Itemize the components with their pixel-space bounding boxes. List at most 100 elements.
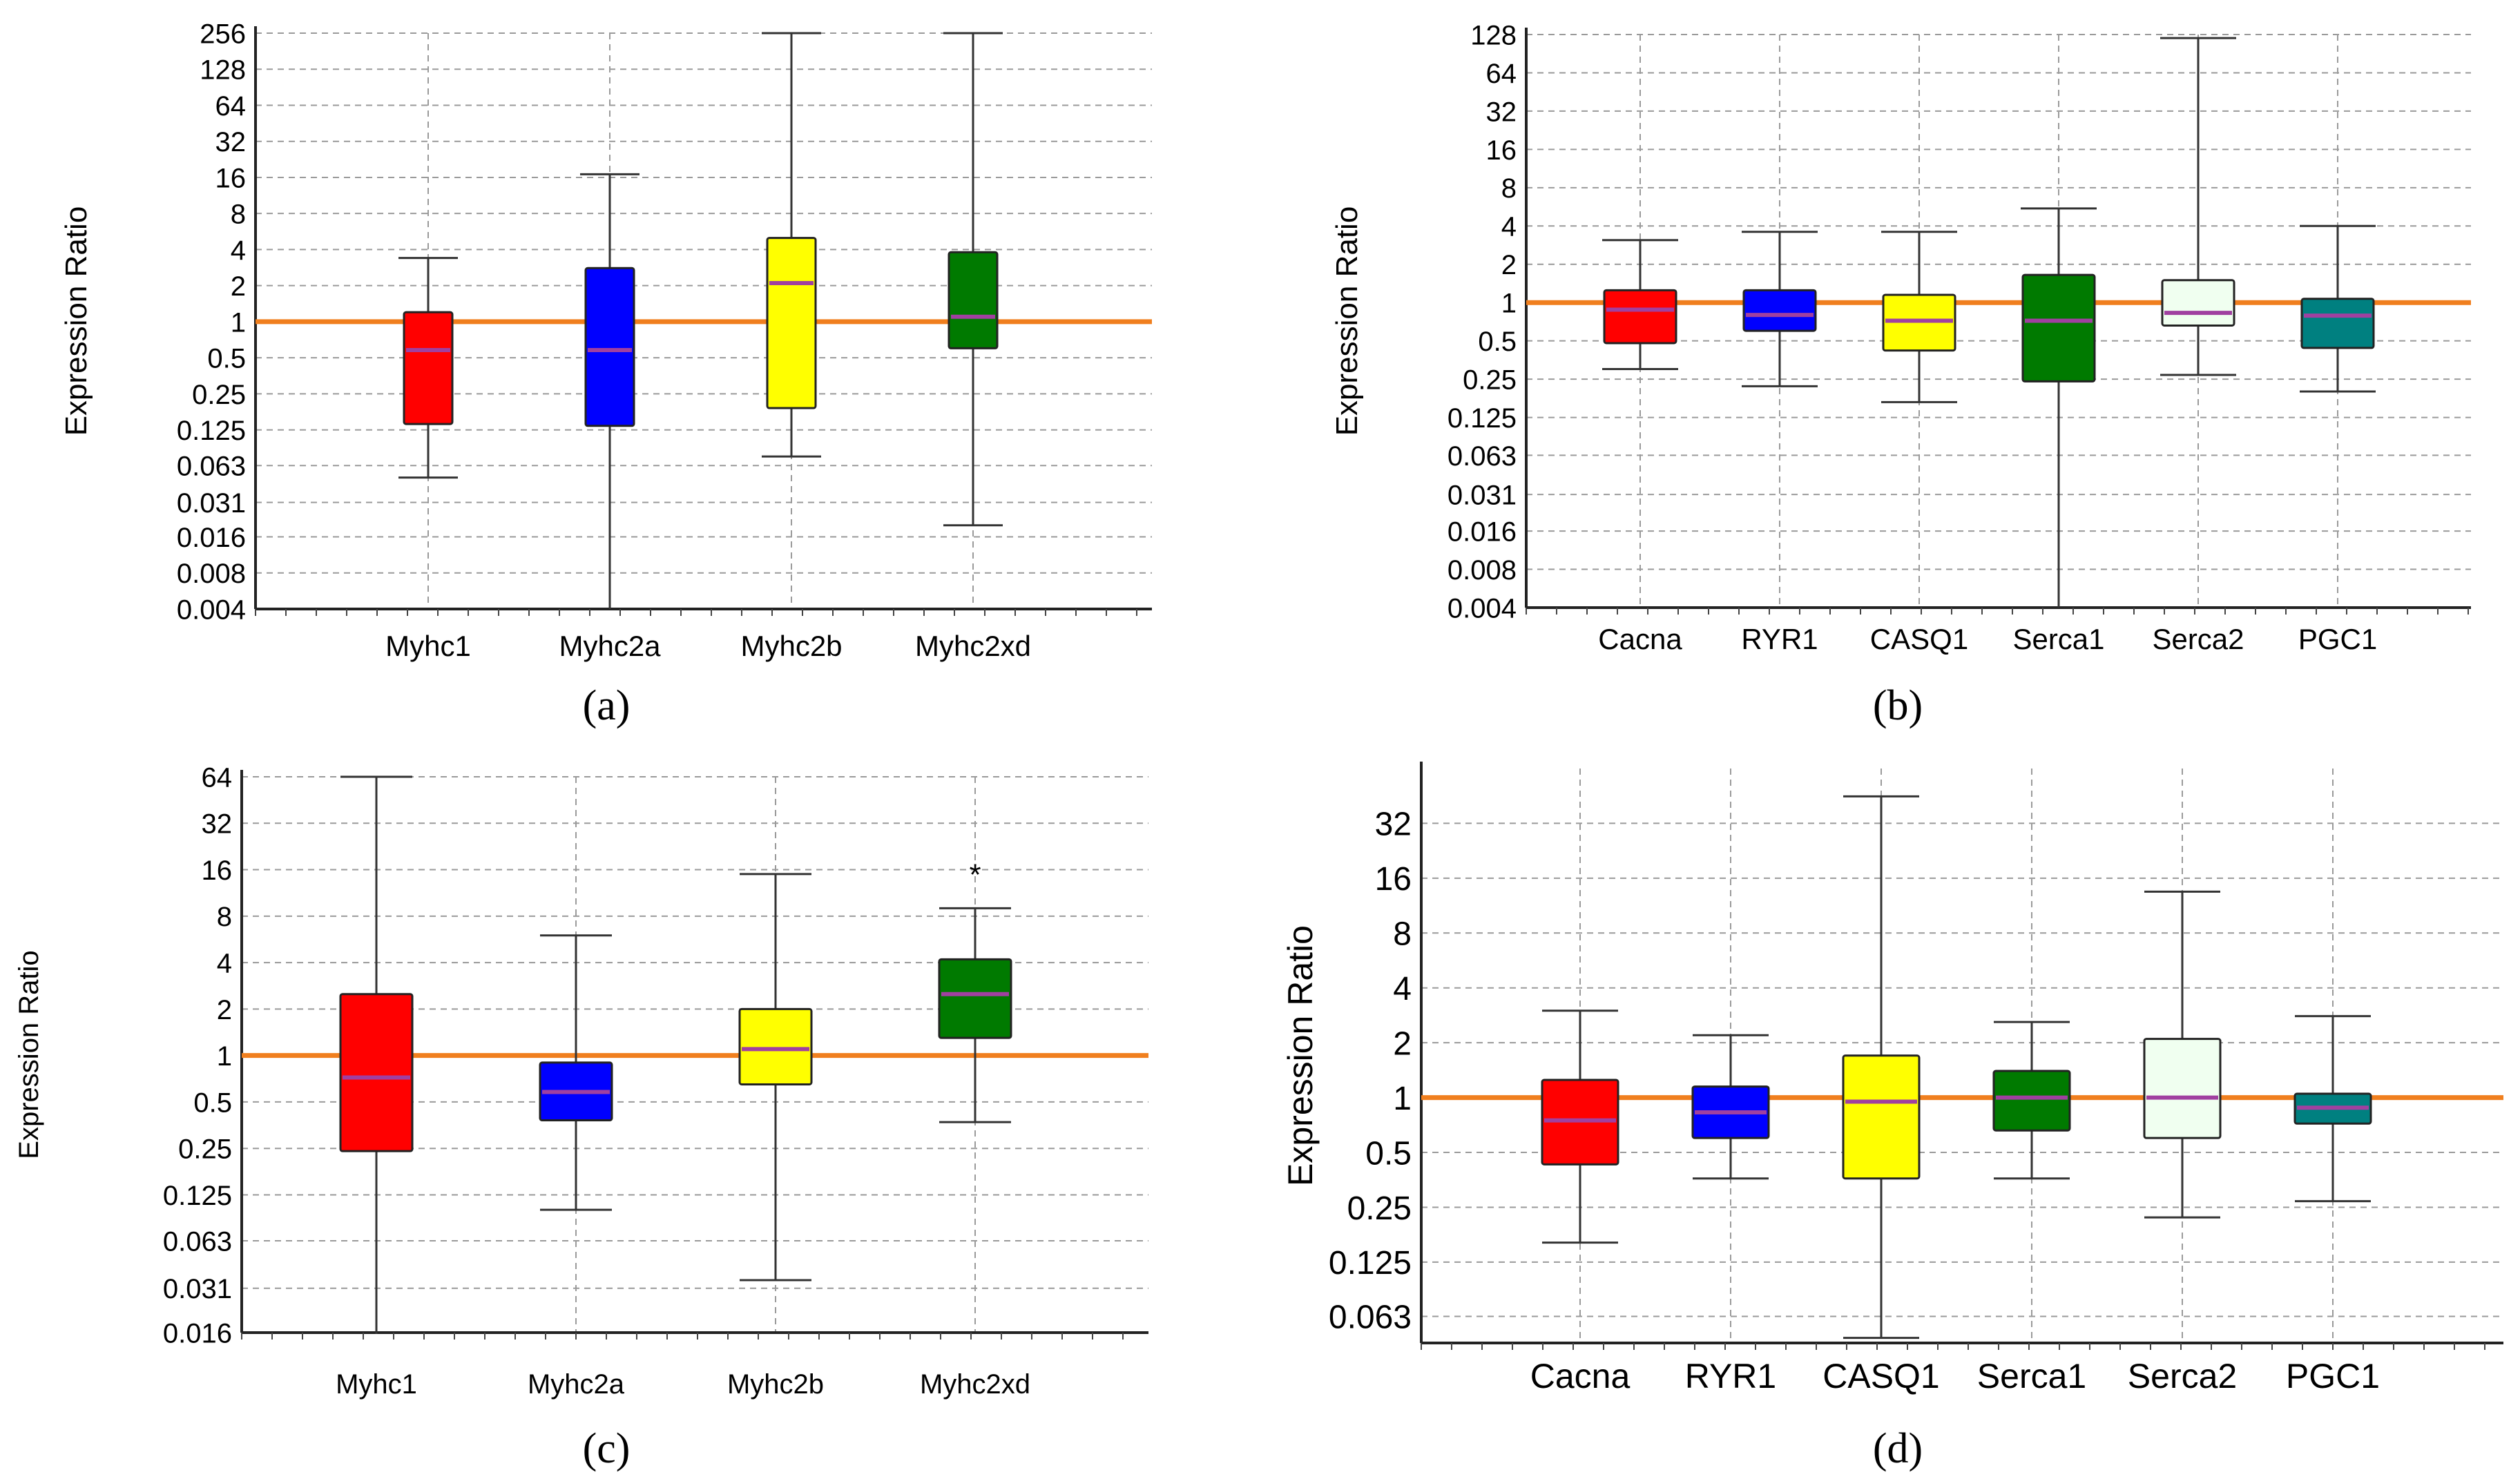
y-tick-label: 0.004 <box>177 594 246 625</box>
y-axis-title: Expression Ratio <box>59 206 93 436</box>
y-tick-label: 0.125 <box>163 1181 232 1211</box>
y-tick-label: 0.125 <box>1329 1245 1412 1282</box>
y-axis-title: Expression Ratio <box>14 950 44 1159</box>
y-tick-label: 4 <box>1501 212 1517 242</box>
y-tick-label: 2 <box>1393 1025 1412 1062</box>
y-tick-label: 0.25 <box>1347 1190 1412 1227</box>
y-tick-label: 16 <box>202 856 233 886</box>
y-tick-label: 1 <box>231 307 246 338</box>
x-tick-label: Myhc2xd <box>920 1369 1030 1400</box>
y-tick-label: 0.5 <box>1478 327 1517 357</box>
y-tick-label: 64 <box>215 91 247 122</box>
caption-a: (a) <box>583 682 631 729</box>
y-tick-label: 2 <box>217 995 232 1025</box>
x-tick-label: Myhc1 <box>336 1369 417 1400</box>
x-tick-label: Serca2 <box>2128 1357 2237 1395</box>
chart-panel-c: 64 32 16 8 4 2 1 0.5 0.25 0.125 0.063 0.031 0.016 Myh… <box>14 762 1148 1400</box>
caption-d: (d) <box>1873 1425 1923 1472</box>
box-Serca2 <box>2161 279 2235 327</box>
y-tick-label: 0.008 <box>177 559 246 589</box>
y-tick-label: 1 <box>217 1041 232 1072</box>
x-tick-label: PGC1 <box>2286 1357 2380 1395</box>
y-tick-label: 32 <box>215 127 247 157</box>
y-tick-label: 4 <box>1393 971 1412 1007</box>
x-tick-label: RYR1 <box>1685 1357 1776 1395</box>
y-tick-label: 4 <box>231 235 246 266</box>
x-tick-label: Serca1 <box>1977 1357 2086 1395</box>
box-RYR1 <box>1742 289 1817 332</box>
box-CASQ1 <box>1842 1054 1921 1180</box>
x-tick-label: Cacna <box>1530 1357 1631 1395</box>
y-tick-label: 1 <box>1501 289 1517 319</box>
y-tick-label: 0.016 <box>177 523 246 553</box>
x-tick-label: Myhc1 <box>385 630 471 662</box>
box-Serca1 <box>2021 273 2096 383</box>
box-Myhc1 <box>339 993 414 1152</box>
y-tick-label: 0.031 <box>1447 481 1517 511</box>
y-tick-label: 0.008 <box>1447 555 1517 586</box>
y-tick-label: 256 <box>200 19 246 49</box>
y-tick-label: 1 <box>1393 1081 1412 1117</box>
y-tick-label: 32 <box>202 809 233 840</box>
y-tick-label: 0.25 <box>178 1134 232 1165</box>
chart-panel-b: 128 64 32 16 8 4 2 1 0.5 0.25 0.125 0.063 0.031 0.016… <box>1330 20 2471 655</box>
y-tick-label: 128 <box>200 55 246 86</box>
y-tick-label: 0.031 <box>177 488 246 519</box>
y-tick-label: 0.063 <box>1329 1299 1412 1336</box>
box-Myhc2b <box>738 1007 813 1085</box>
chart-panel-a: 256 128 64 32 16 8 4 2 1 0.5 0.25 0.125 0.063 0.031 0.… <box>59 19 1152 662</box>
y-tick-label: 0.004 <box>1447 593 1517 624</box>
y-tick-label: 32 <box>1375 806 1412 843</box>
y-tick-label: 2 <box>1501 250 1517 280</box>
y-tick-label: 16 <box>215 163 247 193</box>
box-Serca1 <box>1992 1070 2071 1132</box>
x-tick-label: Serca2 <box>2152 623 2244 655</box>
y-tick-label: 64 <box>1486 59 1517 89</box>
y-tick-label: 4 <box>217 949 232 979</box>
annotation-Myhc2xd: * <box>969 858 981 891</box>
box-PGC1 <box>2300 298 2375 349</box>
box-Myhc2a <box>584 267 635 427</box>
y-tick-label: 8 <box>231 200 246 230</box>
y-tick-label: 16 <box>1375 861 1412 898</box>
y-tick-label: 0.016 <box>163 1318 232 1348</box>
y-tick-label: 0.5 <box>193 1088 232 1118</box>
y-tick-label: 64 <box>202 762 233 793</box>
x-tick-label: RYR1 <box>1741 623 1818 655</box>
y-tick-label: 2 <box>231 271 246 302</box>
y-tick-label: 0.5 <box>207 344 246 374</box>
y-tick-label: 8 <box>1501 173 1517 204</box>
y-tick-label: 0.063 <box>1447 441 1517 472</box>
x-tick-label: PGC1 <box>2298 623 2377 655</box>
y-tick-label: 0.063 <box>163 1226 232 1257</box>
x-tick-label: Myhc2b <box>727 1369 824 1400</box>
y-tick-label: 0.031 <box>163 1274 232 1304</box>
caption-b: (b) <box>1873 682 1923 729</box>
x-tick-label: CASQ1 <box>1870 623 1968 655</box>
box-Serca2 <box>2143 1038 2222 1139</box>
y-tick-label: 0.5 <box>1365 1135 1412 1172</box>
y-tick-label: 8 <box>1393 916 1412 953</box>
y-tick-label: 0.25 <box>1463 365 1517 396</box>
x-tick-label: Myhc2xd <box>915 630 1031 662</box>
box-Myhc2xd <box>948 251 999 349</box>
box-Myhc1 <box>403 311 454 425</box>
y-axis-title: Expression Ratio <box>1281 925 1320 1186</box>
x-tick-label: Serca1 <box>2012 623 2104 655</box>
x-tick-label: CASQ1 <box>1822 1357 1940 1395</box>
y-axis-title: Expression Ratio <box>1330 206 1364 436</box>
y-tick-label: 0.063 <box>177 452 246 482</box>
x-tick-label: Myhc2a <box>528 1369 625 1400</box>
y-tick-label: 128 <box>1470 20 1517 50</box>
y-tick-label: 8 <box>217 902 232 932</box>
y-tick-label: 32 <box>1486 97 1517 127</box>
y-tick-label: 0.016 <box>1447 516 1517 547</box>
box-Myhc2xd <box>938 958 1012 1039</box>
y-tick-label: 0.25 <box>192 380 246 410</box>
y-tick-label: 0.125 <box>1447 403 1517 434</box>
x-tick-label: Myhc2b <box>740 630 842 662</box>
x-tick-label: Myhc2a <box>559 630 661 662</box>
x-tick-label: Cacna <box>1598 623 1682 655</box>
box-Myhc2b <box>766 237 817 409</box>
